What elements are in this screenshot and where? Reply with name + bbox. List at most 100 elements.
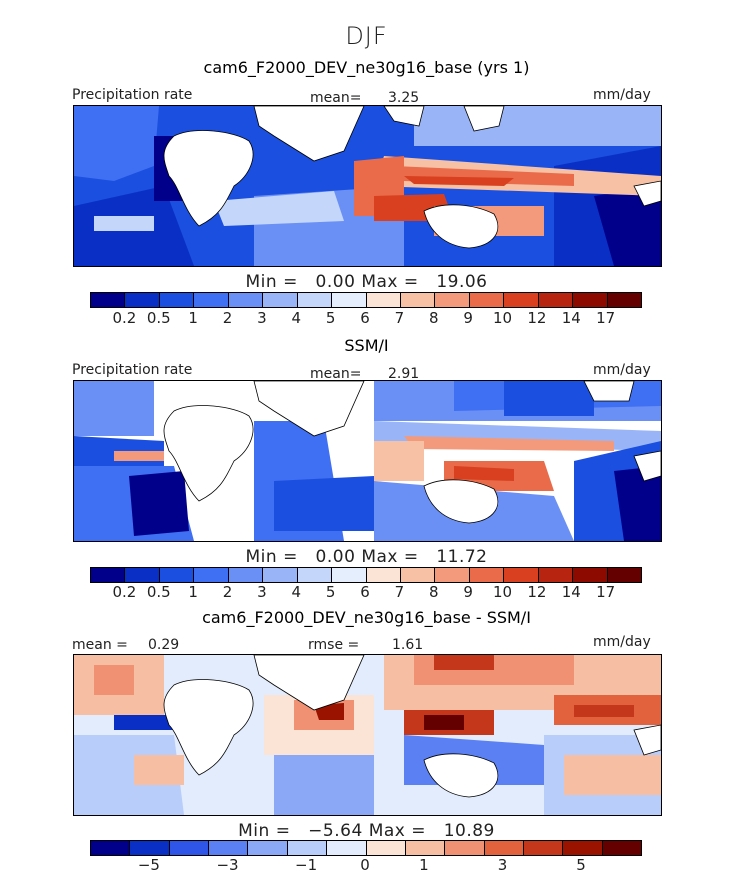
panel2-colorbar-segment bbox=[91, 568, 126, 582]
panel1-colorbar-tick-label: 5 bbox=[325, 309, 336, 327]
panel2-colorbar-segment bbox=[228, 568, 264, 582]
panel1-min-value: 0.00 bbox=[315, 272, 356, 292]
panel2-colorbar-tick-label: 2 bbox=[222, 583, 233, 601]
panel3-mean-value: 0.29 bbox=[148, 637, 180, 653]
panel3-colorbar-tick-label: 0 bbox=[360, 856, 370, 874]
panel3-rmse-label: rmse = bbox=[308, 637, 360, 653]
panel3-colorbar-segment bbox=[366, 841, 406, 855]
panel2-colorbar-segment bbox=[332, 568, 367, 582]
panel3-colorbar-tick-label: −1 bbox=[295, 856, 318, 874]
panel3-colorbar-tick-label: 5 bbox=[576, 856, 586, 874]
panel1-colorbar-segment bbox=[366, 293, 401, 307]
panel3-min-value: −5.64 bbox=[308, 821, 363, 841]
panel1-colorbar-segment bbox=[159, 293, 195, 307]
panel2-colorbar-tick-label: 3 bbox=[257, 583, 267, 601]
panel3-units-label: mm/day bbox=[593, 634, 651, 650]
panel1-colorbar-tick-label: 12 bbox=[527, 309, 547, 327]
panel3-max-value: 10.89 bbox=[443, 821, 495, 841]
panel2-colorbar-segment bbox=[263, 568, 298, 582]
panel1-max-value: 19.06 bbox=[436, 272, 488, 292]
panel3-colorbar-segment bbox=[287, 841, 328, 855]
panel2-colorbar-tick-label: 14 bbox=[561, 583, 581, 601]
panel3-title: cam6_F2000_DEV_ne30g16_base - SSM/I bbox=[202, 608, 531, 627]
panel3-colorbar-segment bbox=[602, 841, 642, 855]
panel1-colorbar-tick-label: 0.2 bbox=[112, 309, 137, 327]
panel1-colorbar-segment bbox=[297, 293, 333, 307]
panel2-colorbar-tick-label: 0.2 bbox=[112, 583, 137, 601]
panel2-max-label: Max = bbox=[361, 547, 419, 567]
panel2-minmax: Min = 0.00 Max = 11.72 bbox=[0, 547, 733, 567]
panel1-colorbar-segment bbox=[538, 293, 574, 307]
panel2-colorbar-segment bbox=[504, 568, 539, 582]
panel1-colorbar-tick-label: 14 bbox=[561, 309, 581, 327]
season-title: DJF bbox=[345, 22, 388, 50]
panel2-colorbar-tick-label: 8 bbox=[428, 583, 439, 601]
panel3-min-label: Min = bbox=[238, 821, 291, 841]
panel2-colorbar-tick-label: 0.5 bbox=[146, 583, 171, 601]
panel1-colorbar-tick-label: 1 bbox=[188, 309, 198, 327]
panel3-colorbar-segment bbox=[91, 841, 131, 855]
panel3-map bbox=[73, 654, 662, 816]
panel2-colorbar-tick-label: 5 bbox=[325, 583, 336, 601]
panel2-colorbar-segment bbox=[125, 568, 160, 582]
panel1-colorbar bbox=[90, 292, 642, 308]
panel2-mean-label: mean= bbox=[310, 366, 362, 382]
panel3-max-label: Max = bbox=[368, 821, 426, 841]
panel1-colorbar-segment bbox=[91, 293, 126, 307]
panel1-colorbar-tick-label: 7 bbox=[394, 309, 405, 327]
panel1-colorbar-tick-label: 6 bbox=[360, 309, 370, 327]
panel3-colorbar-tick-label: −5 bbox=[137, 856, 160, 874]
panel3-colorbar-segment bbox=[523, 841, 564, 855]
panel2-colorbar-tick-label: 17 bbox=[596, 583, 616, 601]
panel2-title: SSM/I bbox=[344, 336, 389, 355]
panel1-title: cam6_F2000_DEV_ne30g16_base (yrs 1) bbox=[203, 58, 530, 77]
panel2-colorbar-tick-label: 12 bbox=[527, 583, 547, 601]
panel3-colorbar-segment bbox=[484, 841, 524, 855]
panel1-colorbar-segment bbox=[469, 293, 505, 307]
panel2-colorbar-segment bbox=[297, 568, 333, 582]
panel2-colorbar-segment bbox=[573, 568, 608, 582]
panel1-colorbar-segment bbox=[607, 293, 641, 307]
panel2-colorbar-segment bbox=[435, 568, 470, 582]
panel1-colorbar-tick-label: 3 bbox=[257, 309, 267, 327]
panel3-minmax: Min = −5.64 Max = 10.89 bbox=[0, 821, 733, 841]
panel1-colorbar-segment bbox=[228, 293, 264, 307]
panel2-colorbar-segment bbox=[366, 568, 401, 582]
panel3-map-field bbox=[74, 655, 661, 815]
panel2-max-value: 11.72 bbox=[436, 547, 488, 567]
panel2-colorbar bbox=[90, 567, 642, 583]
panel3-colorbar-segment bbox=[445, 841, 485, 855]
panel3-colorbar-segment bbox=[405, 841, 446, 855]
panel3-colorbar-segment bbox=[130, 841, 170, 855]
panel1-colorbar-segment bbox=[194, 293, 229, 307]
panel1-colorbar-segment bbox=[573, 293, 608, 307]
panel2-colorbar-segment bbox=[159, 568, 195, 582]
panel1-colorbar-tick-label: 9 bbox=[463, 309, 473, 327]
panel1-colorbar-segment bbox=[504, 293, 539, 307]
panel3-colorbar-tick-label: 1 bbox=[419, 856, 429, 874]
panel1-colorbar-segment bbox=[435, 293, 470, 307]
panel3-colorbar-tick-label: −3 bbox=[216, 856, 239, 874]
panel1-colorbar-tick-label: 0.5 bbox=[146, 309, 171, 327]
panel3-colorbar-tick-label: 3 bbox=[497, 856, 508, 874]
panel1-colorbar-tick-label: 10 bbox=[492, 309, 513, 327]
panel1-colorbar-segment bbox=[125, 293, 160, 307]
panel3-rmse-value: 1.61 bbox=[392, 637, 424, 653]
panel1-colorbar-tick-label: 17 bbox=[596, 309, 616, 327]
panel1-colorbar-segment bbox=[332, 293, 367, 307]
panel1-colorbar-tick-label: 8 bbox=[428, 309, 439, 327]
panel2-variable-label: Precipitation rate bbox=[72, 362, 193, 378]
panel2-min-value: 0.00 bbox=[315, 547, 356, 567]
panel1-variable-label: Precipitation rate bbox=[72, 87, 193, 103]
panel1-map-field bbox=[74, 106, 661, 266]
panel2-map bbox=[73, 380, 662, 542]
panel1-units-label: mm/day bbox=[593, 87, 651, 103]
panel1-mean-label: mean= bbox=[310, 90, 362, 106]
panel2-colorbar-tick-label: 10 bbox=[492, 583, 513, 601]
panel3-colorbar-segment bbox=[209, 841, 249, 855]
panel2-colorbar-tick-label: 7 bbox=[394, 583, 405, 601]
panel3-colorbar bbox=[90, 840, 642, 856]
panel1-map bbox=[73, 105, 662, 267]
panel1-max-label: Max = bbox=[361, 272, 419, 292]
panel2-mean-value: 2.91 bbox=[388, 366, 420, 382]
